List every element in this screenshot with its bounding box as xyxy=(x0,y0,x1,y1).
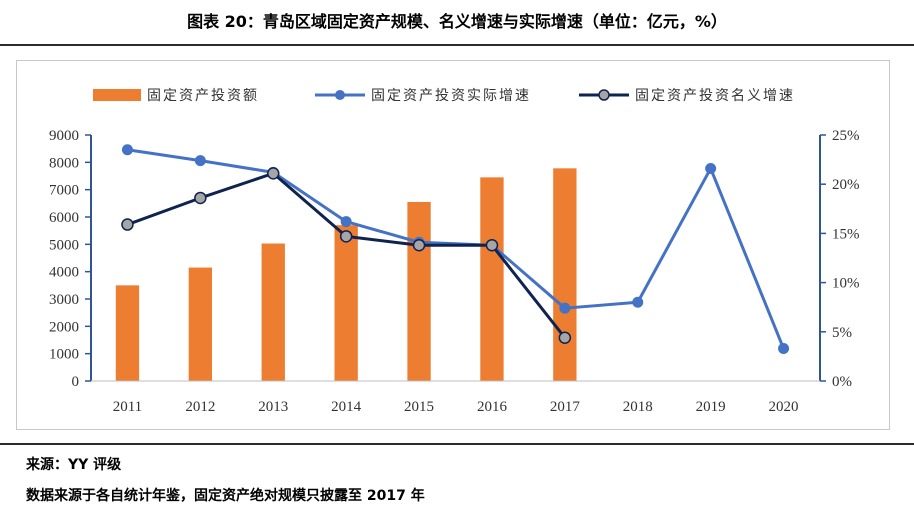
real-growth-point xyxy=(778,343,790,355)
left-axis-tick-label: 6000 xyxy=(49,210,79,226)
disclosure-note: 数据来源于各自统计年鉴，固定资产绝对规模只披露至 2017 年 xyxy=(26,488,425,504)
left-axis-tick-label: 8000 xyxy=(49,155,79,171)
left-axis-tick-label: 1000 xyxy=(49,347,79,363)
nominal-growth-point xyxy=(412,238,426,252)
x-axis-tick-label: 2011 xyxy=(113,399,142,415)
source-note: 来源：YY 评级 xyxy=(26,457,122,473)
real-growth-point xyxy=(559,302,571,314)
legend-label: 固定资产投资实际增速 xyxy=(371,88,531,104)
left-axis-tick-label: 9000 xyxy=(49,128,79,144)
x-axis-tick-label: 2013 xyxy=(258,399,288,415)
bottom-divider xyxy=(0,443,914,445)
legend-label: 固定资产投资额 xyxy=(147,88,259,104)
left-axis-tick-label: 0 xyxy=(72,374,80,390)
bar xyxy=(553,168,577,381)
left-axis-tick-label: 4000 xyxy=(49,265,79,281)
nominal-growth-point xyxy=(194,191,207,205)
bar xyxy=(407,201,431,381)
legend-label: 固定资产投资名义增速 xyxy=(635,88,795,104)
bar xyxy=(115,285,140,381)
top-divider xyxy=(0,44,914,46)
left-axis-tick-label: 2000 xyxy=(49,319,79,335)
bar xyxy=(334,225,358,381)
real-growth-point xyxy=(121,144,133,156)
real-growth-point xyxy=(705,162,717,174)
right-axis-tick-label: 15% xyxy=(832,226,860,242)
right-axis-tick-label: 5% xyxy=(832,325,852,341)
nominal-growth-point xyxy=(121,218,134,231)
legend-marker-nominal xyxy=(598,89,610,101)
page-title: 图表 20：青岛区域固定资产规模、名义增速与实际增速（单位：亿元，%） xyxy=(187,12,727,31)
bar xyxy=(261,243,285,381)
nominal-growth-point xyxy=(267,167,280,180)
x-axis-tick-label: 2019 xyxy=(696,399,726,415)
nominal-growth-point xyxy=(339,230,353,243)
right-axis-tick-label: 25% xyxy=(832,128,860,144)
left-axis-tick-label: 7000 xyxy=(49,183,79,199)
nominal-growth-point xyxy=(485,238,499,252)
chart: 固定资产投资额 固定资产投资实际增速 固定资产投资名义增速 0 1000 2000 3000… xyxy=(49,88,860,415)
legend-marker-real xyxy=(335,90,345,100)
chart-frame: 固定资产投资额 固定资产投资实际增速 固定资产投资名义增速 0 1000 2000 3000… xyxy=(16,60,890,430)
bar xyxy=(480,177,504,381)
bar xyxy=(188,267,213,381)
left-axis-tick-label: 3000 xyxy=(49,292,79,308)
real-growth-point xyxy=(632,296,644,308)
left-axis-tick-label: 5000 xyxy=(49,237,79,253)
real-growth-point xyxy=(194,155,206,167)
x-axis-tick-label: 2018 xyxy=(623,399,653,415)
legend-swatch-bar xyxy=(93,89,141,101)
x-axis-tick-label: 2014 xyxy=(331,399,362,415)
x-axis-tick-label: 2017 xyxy=(550,399,581,415)
x-axis-tick-label: 2012 xyxy=(185,399,215,415)
real-growth-point xyxy=(340,216,352,228)
right-axis-tick-label: 20% xyxy=(832,177,860,193)
right-axis-tick-label: 10% xyxy=(832,276,860,292)
x-axis-tick-label: 2015 xyxy=(404,399,434,415)
real-growth-line xyxy=(127,148,785,350)
x-axis-tick-label: 2020 xyxy=(769,399,799,415)
right-axis-tick-label: 0% xyxy=(832,374,852,390)
nominal-growth-point xyxy=(558,331,572,344)
x-axis-tick-label: 2016 xyxy=(477,399,508,415)
